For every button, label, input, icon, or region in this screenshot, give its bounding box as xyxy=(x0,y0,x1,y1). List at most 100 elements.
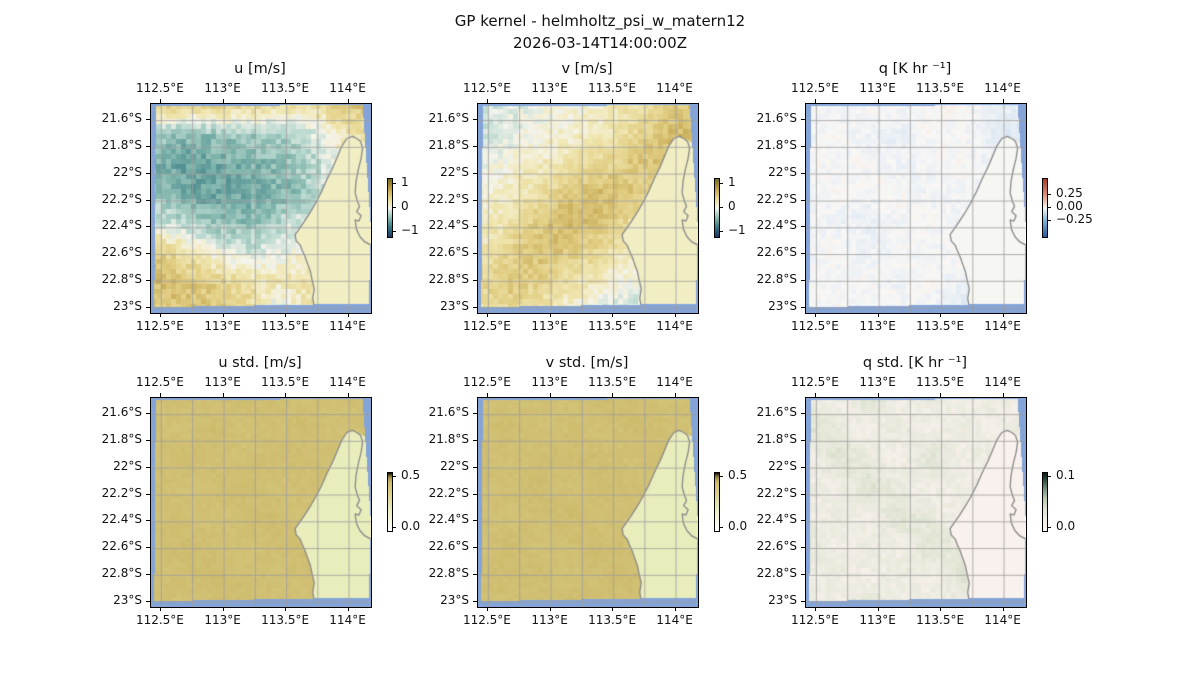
lon-label-bottom: 112.5°E xyxy=(790,319,839,333)
tick-mark-lon xyxy=(347,313,349,318)
lon-label-top: 113.5°E xyxy=(261,375,310,389)
tick-mark-lat xyxy=(800,573,805,575)
lat-label: 22.2°S xyxy=(756,485,797,500)
colorbar-tick-mark xyxy=(1048,527,1051,529)
tick-mark-lat xyxy=(472,493,477,495)
tick-mark-lon xyxy=(159,392,161,397)
lat-label: 22.2°S xyxy=(428,485,469,500)
tick-mark-lat xyxy=(472,253,477,255)
map-panel-q_std: q std. [K hr ⁻¹] 0.1 0.0 112.5°E 112.5°E 11… xyxy=(757,355,1075,627)
colorbar: 0.1 0.0 xyxy=(1042,468,1106,533)
tick-mark-lat xyxy=(800,119,805,121)
lat-label: 22.8°S xyxy=(101,271,142,286)
tick-mark-lat xyxy=(800,520,805,522)
tick-mark-lon xyxy=(674,392,676,397)
tick-mark-lon xyxy=(612,313,614,318)
lon-label-bottom: 114°E xyxy=(984,319,1021,333)
colorbar: 0.5 0.0 xyxy=(387,468,451,533)
tick-mark-lat xyxy=(800,439,805,441)
lon-label-top: 112.5°E xyxy=(462,375,511,389)
colorbar-gradient xyxy=(714,472,720,532)
figure-title-line1: GP kernel - helmholtz_psi_w_matern12 xyxy=(454,12,746,30)
tick-mark-lat xyxy=(800,199,805,201)
tick-mark-lat xyxy=(472,279,477,281)
colorbar-tick-mark xyxy=(393,182,396,184)
lat-label: 22.8°S xyxy=(756,271,797,286)
colorbar: 0.25 0.00 −0.25 xyxy=(1042,178,1106,238)
tick-mark-lon xyxy=(347,98,349,103)
lon-label-top: 113.5°E xyxy=(916,81,965,95)
lon-label-top: 112.5°E xyxy=(790,375,839,389)
colorbar-tick-mark xyxy=(720,207,723,208)
tick-mark-lon xyxy=(285,607,287,612)
lat-label: 21.8°S xyxy=(101,431,142,446)
map-canvas xyxy=(477,397,699,608)
lon-label-bottom: 113°E xyxy=(531,319,568,333)
tick-mark-lon xyxy=(549,607,551,612)
lat-label: 22.2°S xyxy=(101,191,142,206)
map-canvas xyxy=(805,103,1027,314)
lat-label: 21.6°S xyxy=(101,405,142,420)
lat-label: 22.4°S xyxy=(756,218,797,233)
lat-label: 23°S xyxy=(113,592,142,607)
lon-label-bottom: 113.5°E xyxy=(588,319,637,333)
tick-mark-lat xyxy=(472,547,477,549)
tick-mark-lat xyxy=(145,199,150,201)
lon-label-top: 113°E xyxy=(859,375,896,389)
lat-label: 22.2°S xyxy=(756,191,797,206)
lat-label: 22.4°S xyxy=(428,218,469,233)
colorbar-tick-label: 0.25 xyxy=(1056,185,1083,200)
tick-mark-lat xyxy=(145,520,150,522)
tick-mark-lon xyxy=(674,313,676,318)
lon-label-bottom: 114°E xyxy=(984,613,1021,627)
colorbar-tick-label: 0 xyxy=(401,199,409,213)
tick-mark-lat xyxy=(145,413,150,415)
map-canvas xyxy=(150,397,372,608)
lon-label-top: 113°E xyxy=(859,81,896,95)
tick-mark-lat xyxy=(145,279,150,281)
tick-mark-lon xyxy=(347,392,349,397)
tick-mark-lon xyxy=(486,313,488,318)
panel-title: v [m/s] xyxy=(561,61,613,77)
map-panel-v_std: v std. [m/s] 0.5 0.0 112.5°E 112.5°E 113°E 1… xyxy=(429,355,747,627)
colorbar-tick-label: 0.5 xyxy=(401,468,421,483)
lat-label: 22°S xyxy=(113,458,142,473)
lat-label: 22.6°S xyxy=(101,539,142,554)
tick-mark-lon xyxy=(486,98,488,103)
lat-label: 22.4°S xyxy=(756,512,797,527)
tick-mark-lon xyxy=(877,313,879,318)
colorbar-tick-mark xyxy=(1048,220,1051,222)
tick-mark-lon xyxy=(159,313,161,318)
map-panel-v: v [m/s] 1 0 −1 112.5°E 112.5°E 113°E 113°E 113… xyxy=(429,61,746,333)
lon-label-bottom: 112.5°E xyxy=(790,613,839,627)
lon-label-bottom: 114°E xyxy=(656,319,693,333)
tick-mark-lon xyxy=(1002,98,1004,103)
panel-title: u std. [m/s] xyxy=(218,355,302,371)
tick-mark-lon xyxy=(222,392,224,397)
tick-mark-lat xyxy=(472,573,477,575)
tick-mark-lat xyxy=(145,119,150,121)
map-panel-q: q [K hr ⁻¹] 0.25 0.00 −0.25 112.5°E 112.5°E… xyxy=(757,61,1093,333)
lat-label: 23°S xyxy=(440,298,469,313)
tick-mark-lon xyxy=(674,607,676,612)
colorbar: 0.5 0.0 xyxy=(714,468,778,533)
lon-label-bottom: 113.5°E xyxy=(261,319,310,333)
tick-mark-lon xyxy=(1002,392,1004,397)
map-canvas xyxy=(805,397,1027,608)
lon-label-top: 114°E xyxy=(656,81,693,95)
lon-label-top: 113.5°E xyxy=(588,81,637,95)
lat-label: 21.6°S xyxy=(756,111,797,126)
tick-mark-lon xyxy=(814,98,816,103)
lon-label-bottom: 113°E xyxy=(204,319,241,333)
colorbar-tick-label: −0.25 xyxy=(1056,212,1093,227)
tick-mark-lat xyxy=(145,226,150,228)
colorbar: 1 0 −1 xyxy=(387,175,451,238)
tick-mark-lat xyxy=(472,172,477,174)
lon-label-bottom: 113.5°E xyxy=(916,613,965,627)
lon-label-bottom: 113.5°E xyxy=(588,613,637,627)
tick-mark-lon xyxy=(877,607,879,612)
tick-mark-lat xyxy=(145,466,150,468)
lon-label-top: 113.5°E xyxy=(916,375,965,389)
tick-mark-lat xyxy=(472,145,477,147)
